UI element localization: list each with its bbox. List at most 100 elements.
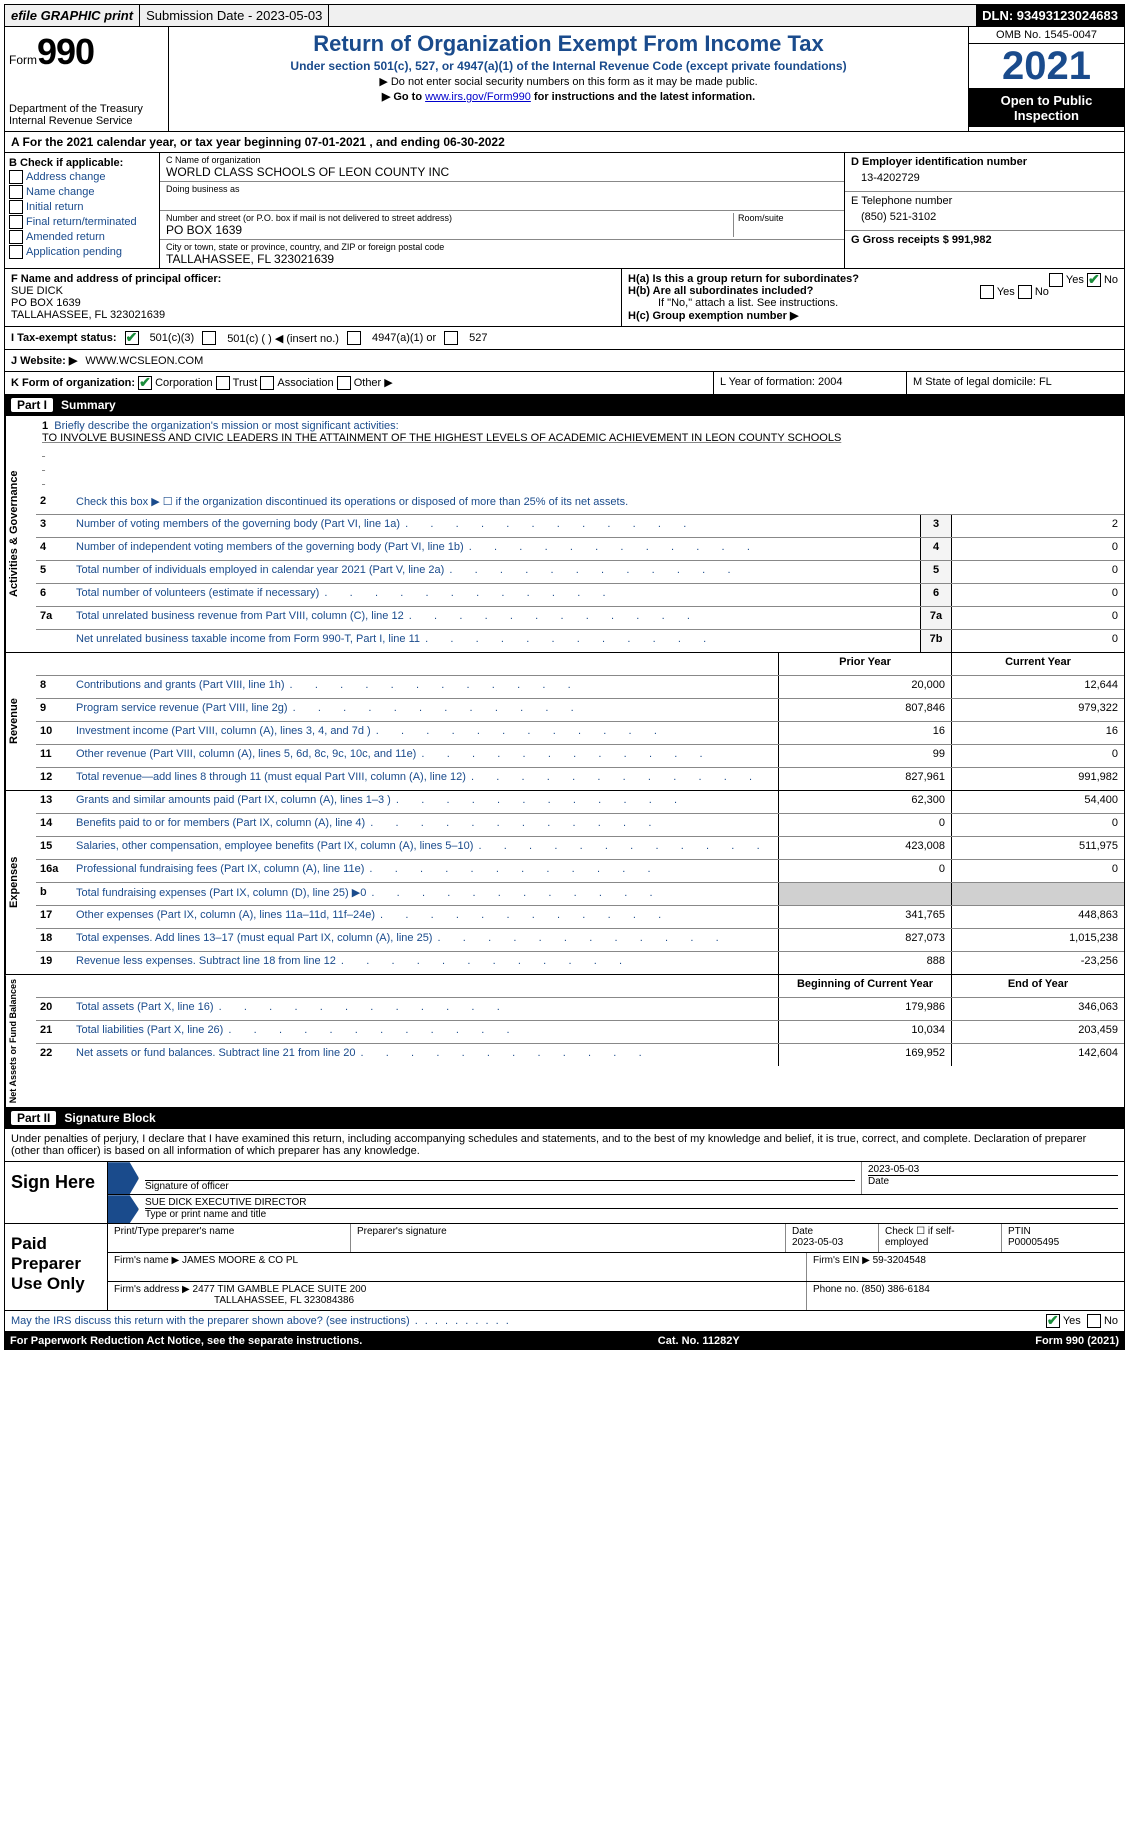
- summary-line: 15Salaries, other compensation, employee…: [36, 837, 1124, 860]
- prep-name-label: Print/Type preparer's name: [108, 1224, 351, 1252]
- header-left: Form990 Department of the Treasury Inter…: [5, 27, 169, 131]
- chk-discuss-yes[interactable]: [1046, 1314, 1060, 1328]
- chk-discuss-no[interactable]: [1087, 1314, 1101, 1328]
- row-f-h: F Name and address of principal officer:…: [4, 269, 1125, 327]
- summary-line: 22Net assets or fund balances. Subtract …: [36, 1044, 1124, 1066]
- dln-label: DLN: 93493123024683: [976, 5, 1124, 26]
- summary-line: 19Revenue less expenses. Subtract line 1…: [36, 952, 1124, 974]
- submission-date: Submission Date - 2023-05-03: [140, 5, 329, 26]
- form-prefix: Form: [9, 53, 37, 67]
- summary-line: Net unrelated business taxable income fr…: [36, 630, 1124, 652]
- chk-527[interactable]: [444, 331, 458, 345]
- sig-type-name: SUE DICK EXECUTIVE DIRECTOR: [145, 1197, 1118, 1208]
- chk-other[interactable]: [337, 376, 351, 390]
- discuss-row: May the IRS discuss this return with the…: [4, 1311, 1125, 1332]
- chk-corp[interactable]: [138, 376, 152, 390]
- activities-section: Activities & Governance 1 Briefly descri…: [4, 416, 1125, 653]
- col-de: D Employer identification number 13-4202…: [844, 153, 1124, 268]
- mission-box: 1 Briefly describe the organization's mi…: [36, 416, 1124, 492]
- prep-sig-label: Preparer's signature: [351, 1224, 786, 1252]
- note-2-pre: ▶ Go to: [382, 91, 425, 103]
- form-990-page: efile GRAPHIC print Submission Date - 20…: [0, 0, 1129, 1354]
- summary-line: 6Total number of volunteers (estimate if…: [36, 584, 1124, 607]
- chk-assoc[interactable]: [260, 376, 274, 390]
- part-2-header: Part II Signature Block: [4, 1108, 1125, 1129]
- chk-app-pending[interactable]: Application pending: [9, 245, 155, 259]
- paperwork-notice: For Paperwork Reduction Act Notice, see …: [10, 1335, 362, 1347]
- firm-addr2: TALLAHASSEE, FL 323084386: [114, 1295, 354, 1306]
- col-begin-year: Beginning of Current Year: [778, 975, 951, 997]
- summary-line: 7aTotal unrelated business revenue from …: [36, 607, 1124, 630]
- note-1: ▶ Do not enter social security numbers o…: [173, 75, 964, 88]
- note-2: ▶ Go to www.irs.gov/Form990 for instruct…: [173, 90, 964, 103]
- chk-trust[interactable]: [216, 376, 230, 390]
- firm-addr1: 2477 TIM GAMBLE PLACE SUITE 200: [193, 1284, 367, 1295]
- sig-declaration: Under penalties of perjury, I declare th…: [4, 1129, 1125, 1162]
- summary-line: 21Total liabilities (Part X, line 26)10,…: [36, 1021, 1124, 1044]
- firm-ein: Firm's EIN ▶ 59-3204548: [807, 1253, 1124, 1281]
- summary-line: 16aProfessional fundraising fees (Part I…: [36, 860, 1124, 883]
- col-prior-year: Prior Year: [778, 653, 951, 675]
- open-inspect: Open to Public Inspection: [969, 89, 1124, 127]
- ein-label: D Employer identification number: [851, 156, 1027, 168]
- chk-name-change[interactable]: Name change: [9, 185, 155, 199]
- chk-4947[interactable]: [347, 331, 361, 345]
- top-bar: efile GRAPHIC print Submission Date - 20…: [4, 4, 1125, 27]
- sig-type-label: Type or print name and title: [145, 1208, 1118, 1220]
- irs-label: Internal Revenue Service: [9, 115, 164, 127]
- cat-no: Cat. No. 11282Y: [658, 1335, 740, 1347]
- room-label: Room/suite: [738, 213, 838, 223]
- ptin-val: P00005495: [1008, 1237, 1059, 1248]
- main-info: B Check if applicable: Address change Na…: [4, 153, 1125, 269]
- org-name-label: C Name of organization: [166, 155, 838, 165]
- sig-officer-label: Signature of officer: [145, 1180, 855, 1192]
- chk-final-return[interactable]: Final return/terminated: [9, 215, 155, 229]
- row-j-website: J Website: ▶ WWW.WCSLEON.COM: [4, 350, 1125, 372]
- summary-line: 10Investment income (Part VIII, column (…: [36, 722, 1124, 745]
- paid-preparer-block: Paid Preparer Use Only Print/Type prepar…: [4, 1224, 1125, 1311]
- arrow-icon: [108, 1162, 139, 1194]
- col-end-year: End of Year: [951, 975, 1124, 997]
- tax-year: 2021: [969, 44, 1124, 89]
- summary-line: 9Program service revenue (Part VIII, lin…: [36, 699, 1124, 722]
- row-i-status: I Tax-exempt status: 501(c)(3) 501(c) ( …: [4, 327, 1125, 350]
- state-domicile: M State of legal domicile: FL: [906, 372, 1124, 394]
- addr-label: Number and street (or P.O. box if mail i…: [166, 213, 733, 223]
- sign-here-block: Sign Here Signature of officer 2023-05-0…: [4, 1162, 1125, 1224]
- sig-date-val: 2023-05-03: [868, 1164, 1118, 1175]
- col-current-year: Current Year: [951, 653, 1124, 675]
- chk-address-change[interactable]: Address change: [9, 170, 155, 184]
- chk-amended[interactable]: Amended return: [9, 230, 155, 244]
- summary-line: 12Total revenue—add lines 8 through 11 (…: [36, 768, 1124, 790]
- footer-bar: For Paperwork Reduction Act Notice, see …: [4, 1332, 1125, 1350]
- header-right: OMB No. 1545-0047 2021 Open to Public In…: [968, 27, 1124, 131]
- chk-501c[interactable]: [202, 331, 216, 345]
- paid-preparer-label: Paid Preparer Use Only: [5, 1224, 108, 1310]
- city-val: TALLAHASSEE, FL 323021639: [166, 252, 838, 266]
- chk-initial-return[interactable]: Initial return: [9, 200, 155, 214]
- dept-label: Department of the Treasury: [9, 103, 164, 115]
- summary-line: 13Grants and similar amounts paid (Part …: [36, 791, 1124, 814]
- col-b: B Check if applicable: Address change Na…: [5, 153, 160, 268]
- header-row: Form990 Department of the Treasury Inter…: [4, 27, 1125, 132]
- org-name: WORLD CLASS SCHOOLS OF LEON COUNTY INC: [166, 165, 838, 179]
- form-subtitle: Under section 501(c), 527, or 4947(a)(1)…: [173, 59, 964, 73]
- omb-number: OMB No. 1545-0047: [969, 27, 1124, 44]
- city-label: City or town, state or province, country…: [166, 242, 838, 252]
- efile-button[interactable]: efile GRAPHIC print: [5, 5, 140, 26]
- part-1-header: Part I Summary: [4, 395, 1125, 416]
- dba-label: Doing business as: [166, 184, 838, 194]
- firm-phone: Phone no. (850) 386-6184: [807, 1282, 1124, 1310]
- ein-val: 13-4202729: [851, 168, 1118, 188]
- summary-line: bTotal fundraising expenses (Part IX, co…: [36, 883, 1124, 906]
- summary-line: 18Total expenses. Add lines 13–17 (must …: [36, 929, 1124, 952]
- col-b-title: B Check if applicable:: [9, 157, 123, 169]
- year-formation: L Year of formation: 2004: [713, 372, 906, 394]
- summary-line: 20Total assets (Part X, line 16)179,9863…: [36, 998, 1124, 1021]
- form-number: 990: [37, 31, 94, 72]
- irs-link[interactable]: www.irs.gov/Form990: [425, 91, 531, 103]
- netassets-section: Net Assets or Fund Balances Beginning of…: [4, 975, 1125, 1108]
- chk-501c3[interactable]: [125, 331, 139, 345]
- line-2: Check this box ▶ ☐ if the organization d…: [72, 492, 1124, 514]
- summary-line: 14Benefits paid to or for members (Part …: [36, 814, 1124, 837]
